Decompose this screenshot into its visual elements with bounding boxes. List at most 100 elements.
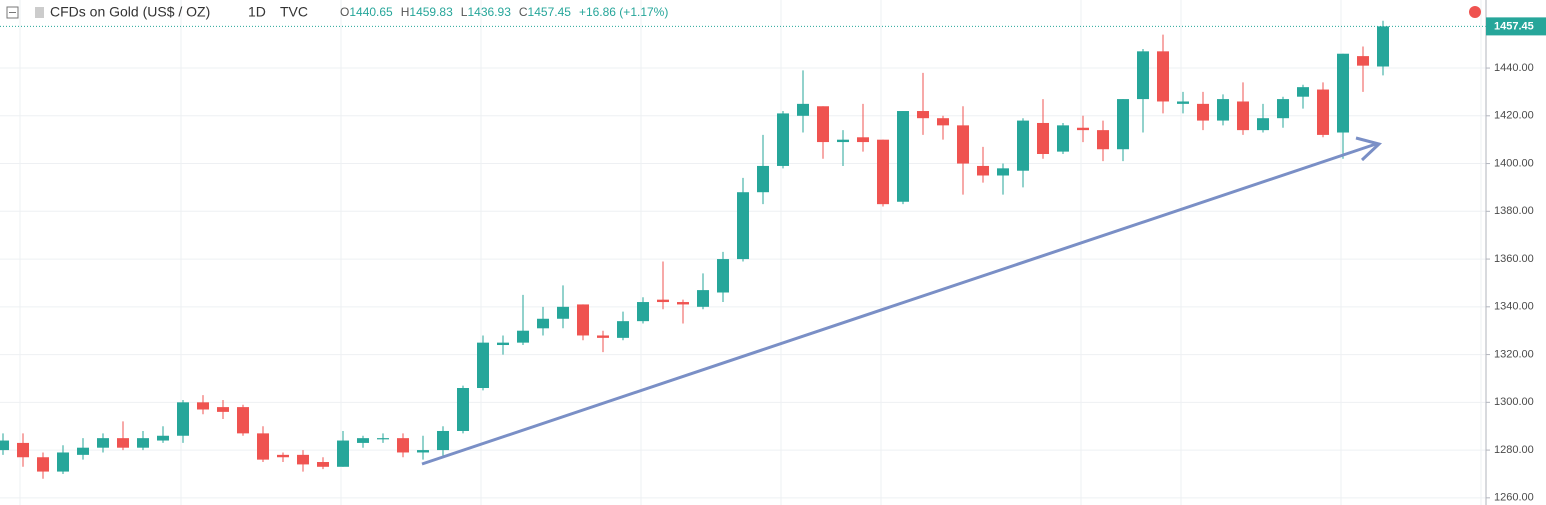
candle-body (237, 407, 249, 434)
candle-body (1057, 125, 1069, 152)
candle-body (877, 139, 889, 205)
candle-body (617, 321, 629, 338)
candle-body (997, 168, 1009, 176)
candle-body (537, 318, 549, 329)
candle-body (817, 106, 829, 143)
candle-body (717, 259, 729, 293)
candle-body (837, 139, 849, 143)
interval: 1D (248, 4, 266, 20)
candle-body (557, 306, 569, 319)
collapse-icon[interactable] (6, 6, 19, 19)
candle-body (1217, 99, 1229, 121)
y-tick-label: 1340.00 (1494, 301, 1534, 313)
candle-body (697, 290, 709, 307)
symbol: CFDs on Gold (US$ / OZ) (50, 4, 210, 20)
candle-body (517, 330, 529, 343)
source: TVC (280, 4, 308, 20)
candle-body (1337, 53, 1349, 133)
candle-body (0, 440, 9, 451)
candle-body (497, 342, 509, 346)
symbol-icon (35, 7, 44, 18)
y-tick-label: 1440.00 (1494, 62, 1534, 74)
last-price-label: 1457.45 (1494, 20, 1534, 32)
candles (0, 20, 1486, 479)
c-label: C (519, 5, 528, 19)
c-value: 1457.45 (528, 5, 572, 19)
candle-body (37, 457, 49, 472)
y-tick-label: 1400.00 (1494, 157, 1534, 169)
y-tick-label: 1380.00 (1494, 205, 1534, 217)
candle-body (437, 430, 449, 451)
candle-body (357, 438, 369, 443)
l-value: 1436.93 (467, 5, 511, 19)
candle-body (937, 118, 949, 126)
candle-body (1157, 51, 1169, 102)
y-tick-label: 1300.00 (1494, 396, 1534, 408)
candle-body (457, 388, 469, 431)
candle-body (397, 438, 409, 453)
candle-body (1317, 89, 1329, 135)
candle-body (1017, 120, 1029, 171)
axis-labels: 1260.00 1280.00 1300.00 1320.00 1340.00 1360.… (1486, 17, 1546, 504)
candle-body (1177, 101, 1189, 104)
candle-body (1197, 103, 1209, 121)
candle-body (97, 438, 109, 448)
candle-body (857, 137, 869, 143)
o-label: O (340, 5, 349, 19)
candle-body (157, 435, 169, 441)
candle-body (1137, 51, 1149, 100)
y-tick-label: 1260.00 (1494, 492, 1534, 504)
candle-body (317, 462, 329, 467)
candle-body (917, 111, 929, 119)
candle-body (637, 302, 649, 322)
candle-body (117, 438, 129, 448)
candle-body (337, 440, 349, 467)
candle-body (797, 103, 809, 116)
trend-arrow (421, 142, 1377, 466)
arrow-head (1355, 136, 1383, 162)
y-tick-label: 1360.00 (1494, 253, 1534, 265)
y-tick-label: 1420.00 (1494, 110, 1534, 122)
candle-body (657, 299, 669, 303)
candle-body (57, 452, 69, 472)
candle-body (1037, 122, 1049, 155)
candle-body (1297, 87, 1309, 97)
candle-body (297, 454, 309, 465)
h-label: H (401, 5, 410, 19)
change: +16.86 (+1.17%) (579, 5, 668, 19)
candle-body (1377, 26, 1389, 67)
candle-body (577, 304, 589, 336)
candle-body (977, 165, 989, 176)
candle-body (1257, 118, 1269, 131)
candle-body (197, 402, 209, 410)
candle-body (77, 447, 89, 455)
vertical-grid (19, 0, 1482, 505)
candle-body (177, 402, 189, 436)
candle-body (737, 192, 749, 260)
candle-body (137, 438, 149, 448)
o-value: 1440.65 (349, 5, 393, 19)
price-axis (1486, 0, 1546, 505)
candle-body (477, 342, 489, 389)
candle-body (217, 407, 229, 412)
candle-body (777, 113, 789, 166)
candle-body (377, 438, 389, 440)
candle-body (597, 335, 609, 338)
candle-body (257, 433, 269, 460)
alert-icon[interactable] (1469, 6, 1481, 18)
candle-body (957, 125, 969, 164)
candle-body (1237, 101, 1249, 131)
header: CFDs on Gold (US$ / OZ) 1D TVC O1440.65 H… (6, 4, 1481, 20)
candle-body (1077, 127, 1089, 131)
candle-body (897, 111, 909, 202)
y-tick-label: 1280.00 (1494, 444, 1534, 456)
candle-body (17, 442, 29, 458)
last-price-box (1486, 17, 1546, 36)
candle-body (417, 450, 429, 453)
candle-body (1097, 130, 1109, 150)
h-value: 1459.83 (409, 5, 453, 19)
candle-body (277, 454, 289, 458)
candle-body (1277, 99, 1289, 119)
l-label: L (461, 5, 468, 19)
